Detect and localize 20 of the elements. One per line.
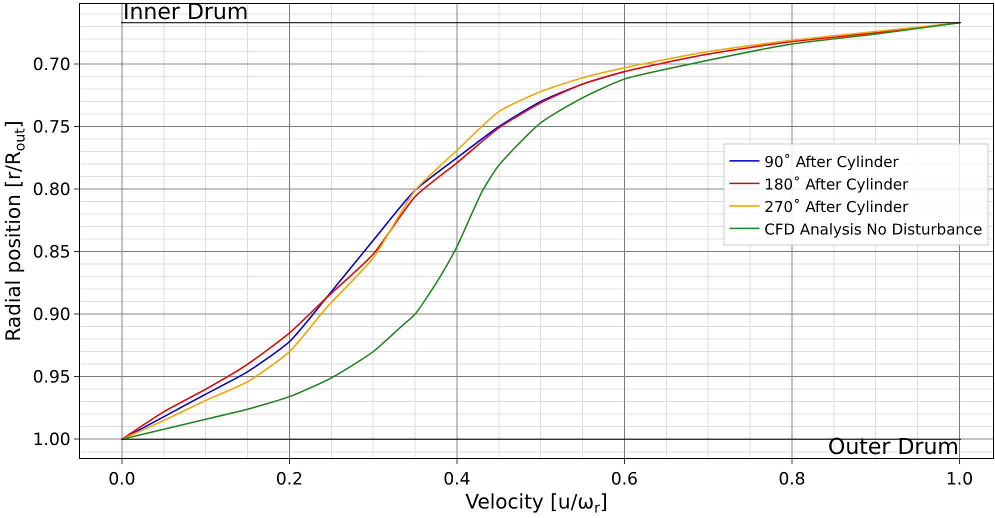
x-tick-label: 0.6 [610, 469, 638, 490]
x-tick-label: 0.2 [276, 469, 303, 490]
legend-label: 180˚ After Cylinder [764, 175, 910, 194]
legend-label: 270˚ After Cylinder [764, 198, 910, 216]
y-tick-label: 0.80 [32, 180, 71, 200]
x-tick-label: 0.4 [443, 469, 470, 490]
x-tick-label: 0.8 [778, 469, 806, 490]
ref-line-label: Inner Drum [123, 0, 248, 25]
legend-label: CFD Analysis No Disturbance [764, 220, 982, 238]
ref-line-label: Outer Drum [828, 435, 959, 460]
y-tick-label: 1.00 [32, 430, 71, 450]
y-tick-label: 0.70 [32, 54, 71, 75]
y-tick-label: 0.90 [32, 305, 71, 326]
x-tick-label: 1.0 [946, 469, 974, 490]
x-axis-title: Velocity [u/ω$_{r}$] [465, 489, 608, 517]
y-tick-label: 0.75 [32, 118, 71, 138]
x-tick-label: 0.0 [108, 469, 136, 490]
y-tick-label: 0.85 [32, 242, 71, 263]
legend-label: 90˚ After Cylinder [764, 152, 900, 171]
y-tick-label: 0.95 [32, 368, 71, 388]
